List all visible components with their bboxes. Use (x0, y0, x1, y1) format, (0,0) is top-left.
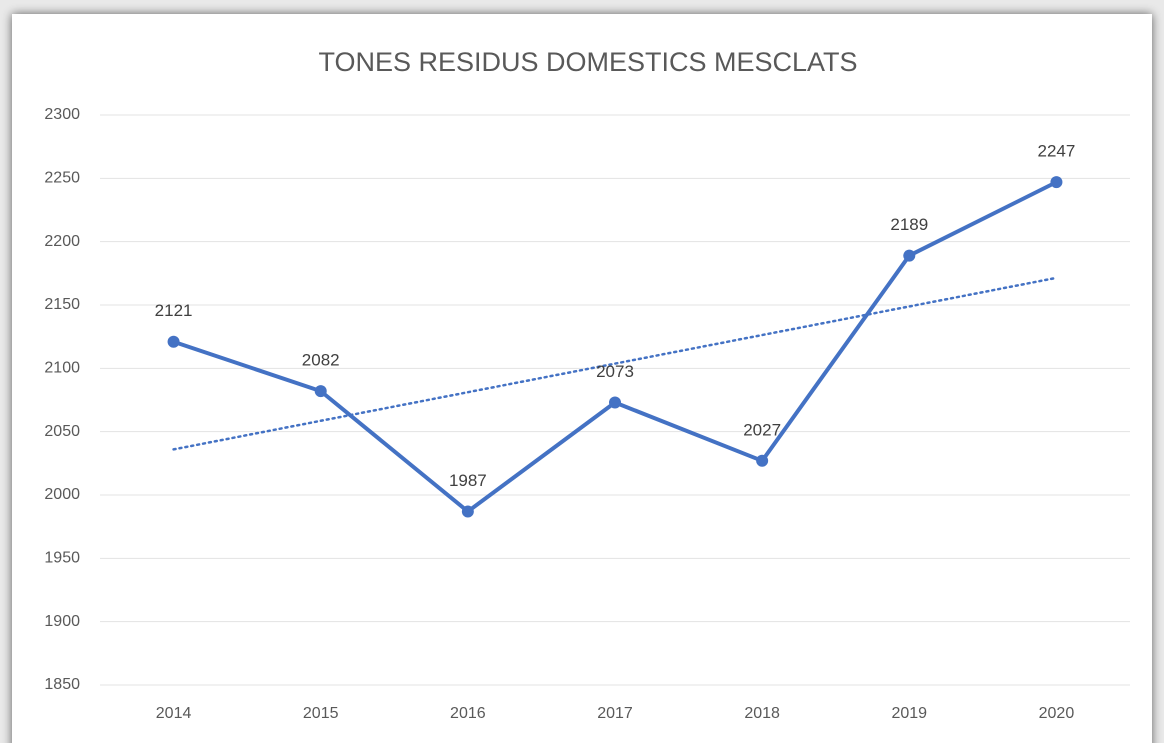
y-tick-label: 2200 (44, 233, 80, 250)
y-tick-label: 1900 (44, 613, 80, 630)
x-tick-label: 2017 (597, 705, 633, 722)
data-point (1050, 176, 1063, 189)
data-label: 2189 (890, 215, 928, 234)
y-tick-label: 2050 (44, 423, 80, 440)
y-tick-label: 2100 (44, 360, 80, 377)
data-label: 2121 (155, 301, 193, 320)
y-tick-label: 2250 (44, 170, 80, 187)
data-point (609, 396, 621, 409)
x-tick-label: 2014 (156, 705, 192, 722)
data-label: 2082 (302, 351, 340, 370)
data-point (314, 385, 327, 398)
y-tick-label: 1950 (44, 550, 80, 567)
x-tick-label: 2015 (303, 705, 339, 722)
data-point (461, 505, 474, 518)
y-tick-label: 1850 (44, 676, 80, 693)
y-tick-label: 2150 (44, 296, 80, 313)
x-tick-label: 2016 (450, 705, 486, 722)
x-tick-label: 2019 (891, 705, 927, 722)
data-point (756, 454, 769, 467)
chart-frame (12, 14, 1152, 743)
data-label: 2027 (743, 420, 781, 439)
data-point (903, 249, 916, 262)
data-label: 2247 (1038, 142, 1076, 161)
y-tick-label: 2000 (44, 486, 80, 503)
y-tick-label: 2300 (44, 106, 80, 123)
data-label: 1987 (449, 471, 487, 490)
x-tick-label: 2018 (744, 705, 780, 722)
x-tick-label: 2020 (1039, 705, 1075, 722)
data-label: 2073 (596, 362, 634, 381)
chart-title: TONES RESIDUS DOMESTICS MESCLATS (318, 47, 857, 77)
data-point (167, 335, 180, 348)
trendline (172, 276, 1058, 451)
